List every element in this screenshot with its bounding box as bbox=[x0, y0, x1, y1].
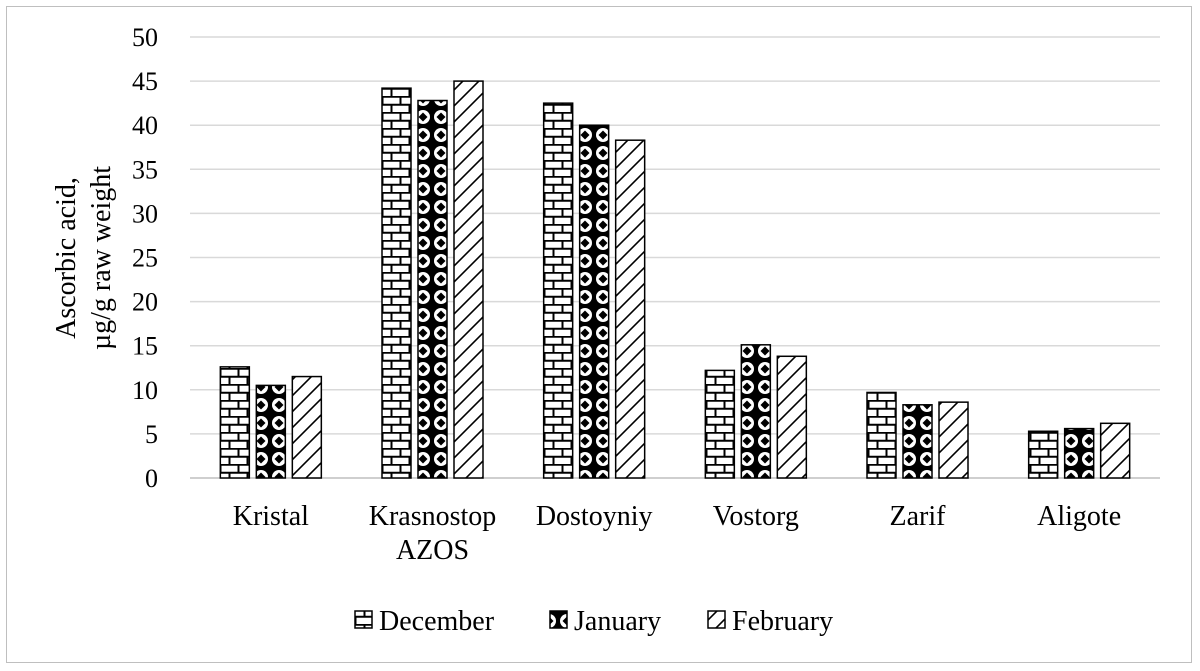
category-label: Krasnostop bbox=[369, 501, 497, 532]
bar-january-3 bbox=[740, 344, 772, 479]
y-axis-label: Ascorbic acid, µg/g raw weight bbox=[51, 166, 117, 350]
category-label: Aligote bbox=[1037, 501, 1121, 532]
y-tick-label: 15 bbox=[132, 332, 158, 361]
bar-december-2 bbox=[542, 102, 574, 479]
y-tick-label: 20 bbox=[132, 288, 158, 317]
bar-january-0 bbox=[255, 384, 287, 479]
y-tick-label: 10 bbox=[132, 376, 158, 405]
y-tick-label: 25 bbox=[132, 244, 158, 273]
bar-january-2 bbox=[578, 124, 610, 479]
bar-february-2 bbox=[614, 139, 646, 479]
bar-february-0 bbox=[291, 375, 323, 479]
bar-december-0 bbox=[219, 366, 251, 479]
y-tick-label: 0 bbox=[145, 464, 158, 493]
legend-swatch-january bbox=[549, 610, 568, 629]
y-axis-label-line: µg/g raw weight bbox=[86, 166, 117, 350]
bar-december-5 bbox=[1027, 430, 1059, 479]
bars bbox=[219, 80, 1131, 479]
bar-january-5 bbox=[1063, 427, 1095, 479]
legend-label-february: February bbox=[732, 606, 833, 637]
legend-swatch-february bbox=[707, 610, 726, 629]
category-label: Vostorg bbox=[713, 501, 799, 532]
legend: December January February bbox=[354, 606, 833, 637]
bar-february-3 bbox=[776, 355, 808, 479]
legend-label-december: December bbox=[379, 606, 495, 637]
category-label: Dostoyniy bbox=[536, 501, 653, 532]
legend-swatch-december bbox=[354, 610, 373, 629]
y-tick-label: 30 bbox=[132, 199, 158, 228]
bar-february-4 bbox=[938, 401, 969, 479]
y-tick-labels: 0 5 10 15 20 25 30 35 40 45 50 bbox=[132, 23, 158, 493]
gridlines bbox=[190, 36, 1160, 479]
y-axis-label-line: Ascorbic acid, bbox=[51, 177, 82, 339]
bar-december-4 bbox=[866, 391, 897, 479]
bar-february-1 bbox=[453, 80, 484, 479]
y-tick-label: 40 bbox=[132, 111, 158, 140]
y-tick-label: 5 bbox=[145, 420, 158, 449]
bar-january-1 bbox=[417, 99, 448, 479]
y-tick-label: 45 bbox=[132, 67, 158, 96]
bar-january-4 bbox=[902, 404, 933, 479]
bar-december-1 bbox=[381, 87, 412, 479]
bar-december-3 bbox=[704, 369, 736, 479]
legend-label-january: January bbox=[574, 606, 661, 637]
category-label: Kristal bbox=[233, 501, 309, 532]
category-label: Zarif bbox=[890, 501, 947, 532]
y-tick-label: 35 bbox=[132, 155, 158, 184]
bar-february-5 bbox=[1099, 422, 1131, 479]
category-label: AZOS bbox=[396, 535, 469, 566]
y-tick-label: 50 bbox=[132, 23, 158, 52]
